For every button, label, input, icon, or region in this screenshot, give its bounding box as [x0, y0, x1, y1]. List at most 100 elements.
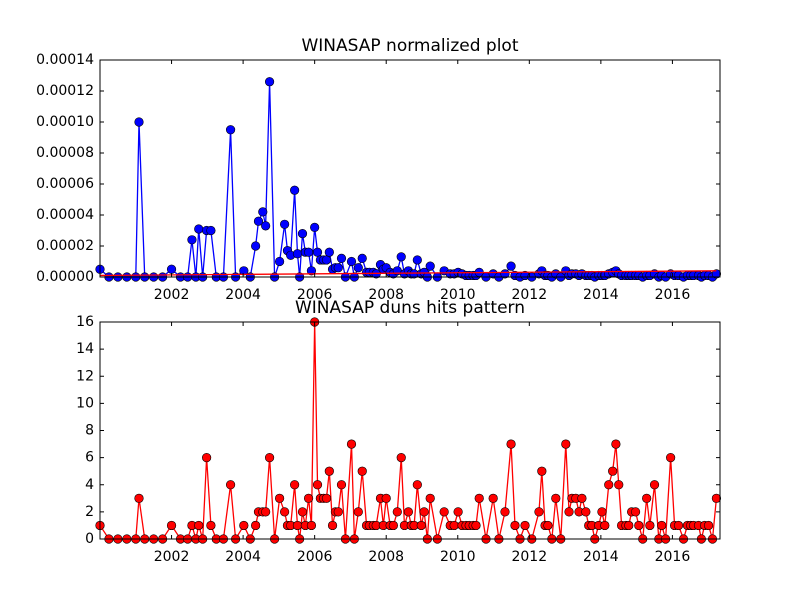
y-tick-label: 0.00012	[36, 83, 94, 99]
data-point	[649, 480, 660, 490]
data-point	[608, 466, 618, 476]
x-tick-label: 2002	[154, 287, 190, 303]
data-point	[264, 77, 275, 87]
data-point	[666, 453, 676, 463]
data-point	[333, 263, 343, 273]
data-point	[274, 493, 285, 503]
y-tick-label: 16	[76, 314, 94, 330]
data-point	[500, 507, 510, 517]
data-point	[292, 249, 303, 259]
data-point	[597, 507, 607, 517]
data-point	[303, 247, 314, 257]
data-point	[600, 520, 610, 531]
data-point	[392, 507, 402, 517]
data-point	[166, 264, 177, 274]
y-tick-label: 0.00010	[36, 114, 94, 130]
data-point	[333, 507, 343, 517]
data-point	[510, 520, 520, 531]
data-point	[419, 507, 429, 517]
data-point	[645, 520, 655, 531]
data-point	[543, 520, 553, 531]
data-point	[321, 493, 332, 503]
x-tick-label: 2008	[368, 549, 404, 565]
data-point	[614, 480, 624, 490]
data-point	[251, 520, 261, 531]
data-point	[166, 520, 177, 531]
data-point	[412, 255, 422, 265]
x-tick-label: 2014	[583, 287, 619, 303]
data-point	[416, 520, 426, 531]
data-point	[396, 252, 406, 262]
data-point	[425, 261, 435, 271]
data-point	[312, 480, 323, 490]
y-tick-label: 12	[76, 368, 94, 384]
data-point	[711, 493, 722, 503]
x-tick-label: 2008	[368, 287, 404, 303]
x-tick-label: 2004	[225, 287, 261, 303]
data-point	[357, 466, 367, 476]
data-point	[604, 480, 614, 490]
x-tick-label: 2014	[583, 549, 619, 565]
axes-frame	[99, 321, 721, 540]
data-point	[206, 225, 216, 236]
data-point	[388, 520, 398, 531]
x-tick-label: 2010	[440, 287, 476, 303]
data-point	[134, 117, 144, 127]
data-point	[336, 253, 347, 263]
x-tick-label: 2010	[440, 549, 476, 565]
x-tick-label: 2016	[655, 549, 691, 565]
data-point	[581, 507, 591, 517]
data-point	[187, 235, 197, 245]
data-point	[520, 520, 530, 531]
series-line	[99, 81, 717, 280]
y-tick-label: 0	[85, 531, 94, 547]
data-point	[471, 520, 481, 531]
data-point	[624, 520, 634, 531]
y-tick-label: 0.00008	[36, 145, 94, 161]
data-point	[642, 493, 652, 503]
data-point	[439, 507, 449, 517]
data-point	[537, 466, 547, 476]
data-point	[403, 507, 413, 517]
y-tick-label: 0.00014	[36, 52, 94, 68]
data-point	[306, 266, 317, 276]
data-point	[261, 221, 271, 231]
y-tick-label: 0.00006	[36, 176, 94, 192]
chart-title: WINASAP normalized plot	[301, 36, 518, 56]
axes: WINASAP normalized plot 0.00000 0.00002 0.0…	[36, 36, 722, 303]
series-line	[99, 270, 717, 277]
data-point	[194, 224, 204, 234]
data-point	[321, 255, 332, 265]
data-point	[711, 269, 722, 279]
y-tick-label: 6	[85, 450, 94, 466]
data-point	[202, 453, 212, 463]
data-point	[346, 256, 357, 267]
y-tick-label: 0.00002	[36, 238, 94, 254]
chart-title: WINASAP duns hits pattern	[295, 298, 525, 318]
data-point	[290, 185, 300, 195]
data-point	[239, 266, 249, 276]
data-point	[381, 493, 391, 503]
data-point	[206, 520, 216, 531]
data-point	[324, 247, 334, 257]
data-point	[453, 507, 463, 517]
x-tick-label: 2012	[511, 549, 547, 565]
data-point	[324, 466, 334, 476]
data-point	[297, 229, 308, 239]
y-tick-label: 0.00000	[36, 269, 94, 285]
y-tick-label: 4	[85, 477, 94, 493]
data-point	[577, 493, 587, 503]
data-point	[630, 507, 641, 517]
x-tick-label: 2012	[511, 287, 547, 303]
axes-frame	[99, 59, 721, 278]
data-point	[474, 493, 484, 503]
data-point	[306, 520, 317, 531]
axes: WINASAP duns hits pattern 0 2 4 6 8 10 12 14 16 20…	[76, 298, 722, 565]
y-tick-label: 10	[76, 395, 94, 411]
x-tick-label: 2016	[655, 287, 691, 303]
data-point	[297, 507, 308, 517]
data-point	[261, 507, 271, 517]
data-point	[561, 439, 571, 449]
y-tick-label: 8	[85, 423, 94, 439]
data-point	[534, 507, 544, 517]
